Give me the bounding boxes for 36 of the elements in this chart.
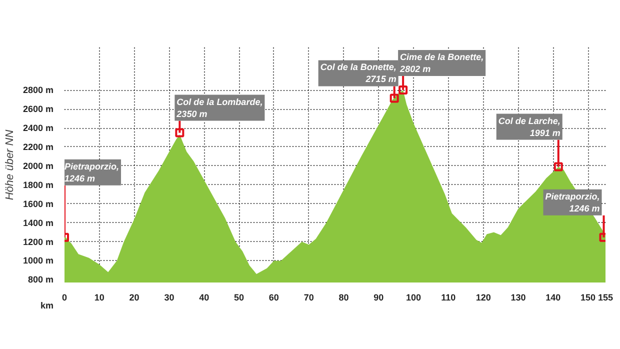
- y-axis-title: Höhe über NN: [4, 130, 16, 200]
- annotation: Col de la Lombarde, 2350 m: [176, 96, 263, 119]
- x-tick-label: 110: [441, 292, 456, 302]
- x-axis-title: km: [40, 300, 54, 310]
- x-tick-label: 90: [374, 292, 384, 302]
- x-tick-label: 80: [338, 292, 349, 302]
- y-tick-label: 1800 m: [22, 180, 54, 190]
- y-tick-label: 1600 m: [22, 198, 54, 209]
- x-tick-label: 10: [94, 292, 104, 302]
- x-tick-label: 30: [164, 292, 174, 302]
- x-tick-label: 140: [546, 292, 561, 302]
- x-tick-label: 20: [129, 292, 140, 302]
- y-tick-label: 2600 m: [22, 104, 54, 114]
- x-tick-label: 120: [476, 292, 491, 302]
- y-tick-label: 800 m: [28, 274, 54, 285]
- x-tick-label: 100: [406, 292, 422, 302]
- annotation: Col de Larche, 1991 m: [498, 116, 560, 138]
- x-tick-label: 0: [62, 292, 68, 302]
- annotation: Pietraporzio, 1246 m: [545, 191, 600, 214]
- y-tick-label: 2400 m: [22, 123, 54, 134]
- x-tick-label: 40: [199, 292, 210, 302]
- x-tick-label: 50: [234, 292, 244, 302]
- y-tick-label: 2200 m: [22, 142, 54, 152]
- x-tick-label: 150: [580, 292, 596, 302]
- y-tick-label: 1000 m: [22, 256, 54, 266]
- annotation: Pietraporzio, 1246 m: [64, 161, 120, 184]
- annotation: Cime de la Bonette, 2802 m: [399, 52, 484, 74]
- y-tick-label: 2800 m: [22, 85, 54, 96]
- y-tick-label: 2000 m: [22, 160, 54, 171]
- x-tick-label: 130: [510, 292, 526, 302]
- y-tick-label: 1200 m: [22, 236, 54, 247]
- y-tick-label: 1400 m: [22, 218, 54, 228]
- x-tick-label: 60: [268, 292, 279, 302]
- x-tick-label: 155: [598, 292, 614, 302]
- annotation: Col de la Bonette, 2715 m: [320, 62, 396, 84]
- x-tick-label: 70: [304, 292, 314, 302]
